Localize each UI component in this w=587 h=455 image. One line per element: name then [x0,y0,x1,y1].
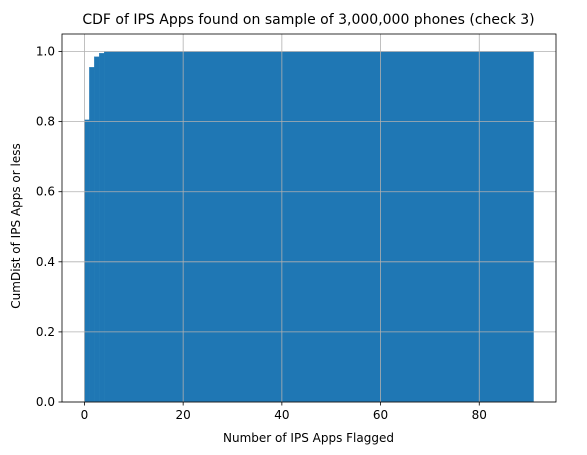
y-tick-label-3: 0.6 [36,185,55,199]
x-axis-label: Number of IPS Apps Flagged [223,431,394,445]
x-tick-label-4: 80 [472,408,487,422]
y-tick-label-2: 0.4 [36,255,55,269]
bar-3 [99,53,105,403]
axes-layer: 0 20 40 60 80 0.0 0.2 0.4 0.6 0.8 1.0 [36,33,557,422]
bar-4 [104,51,534,403]
bar-2 [94,56,100,403]
chart-title: CDF of IPS Apps found on sample of 3,000… [82,12,534,28]
bar-1 [89,67,95,403]
x-tick-label-0: 0 [81,408,89,422]
y-tick-label-0: 0.0 [36,395,55,409]
y-tick-label-5: 1.0 [36,45,55,59]
x-tick-label-1: 20 [176,408,191,422]
plot-frame [61,33,557,403]
y-tick-label-4: 0.8 [36,115,55,129]
y-axis-label: CumDist of IPS Apps or less [9,143,23,308]
bar-0 [84,119,90,403]
y-tick-label-1: 0.2 [36,325,55,339]
x-tick-label-3: 60 [373,408,388,422]
bars-layer [84,51,534,403]
x-tick-label-2: 40 [274,408,289,422]
